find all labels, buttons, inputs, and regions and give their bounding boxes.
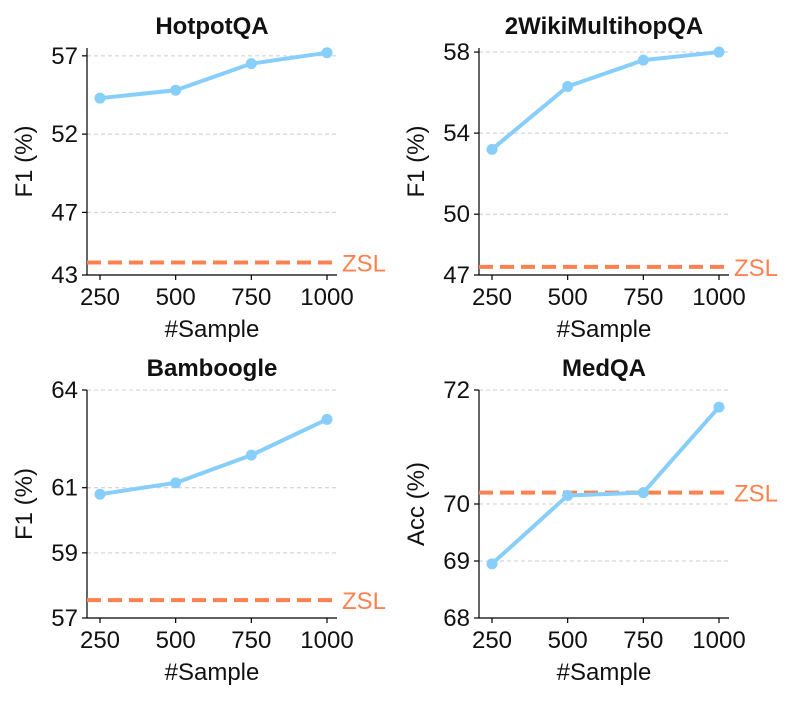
- y-tick-label: 57: [51, 605, 78, 632]
- data-point: [245, 449, 257, 461]
- data-point: [94, 488, 106, 500]
- data-point: [94, 92, 106, 104]
- chart-panel-3: 57 59 61 64 250 500 750 1000 #Sample F1 (%) Bamboo…: [11, 355, 386, 686]
- data-point: [562, 489, 574, 501]
- data-point: [713, 401, 725, 413]
- zsl-label: ZSL: [734, 255, 778, 282]
- x-axis-label: #Sample: [557, 316, 652, 343]
- x-tick-label: 750: [623, 284, 663, 311]
- data-point: [486, 558, 498, 570]
- series-line: [98, 50, 329, 101]
- data-point: [713, 46, 725, 58]
- chart-panel-2: 47 50 54 58 250 500 750 1000 #Sample F1 (%) 2WikiM…: [403, 13, 778, 343]
- chart-title: HotpotQA: [155, 13, 268, 40]
- chart-title: 2WikiMultihopQA: [505, 13, 703, 40]
- y-axis-label: Acc (%): [403, 462, 430, 546]
- x-axis-label: #Sample: [165, 659, 260, 686]
- y-axis-label: F1 (%): [11, 468, 38, 540]
- data-point: [170, 477, 182, 489]
- y-tick-label: 54: [443, 120, 470, 147]
- x-axis-label: #Sample: [165, 316, 260, 343]
- chart-title: Bamboogle: [147, 355, 278, 382]
- y-tick-label: 47: [51, 199, 78, 226]
- chart-panel-1: 43 47 52 57 250 500 750 1000 #Sample F1 (%) Hotpot…: [11, 13, 386, 343]
- y-axis-label: F1 (%): [11, 126, 38, 198]
- y-tick-label: 68: [443, 605, 470, 632]
- data-point: [637, 487, 649, 499]
- y-tick-label: 50: [443, 201, 470, 228]
- data-point: [321, 413, 333, 425]
- data-point: [562, 81, 574, 93]
- series-line: [98, 417, 329, 497]
- x-tick-label: 500: [156, 284, 196, 311]
- x-tick-label: 500: [156, 627, 196, 654]
- y-tick-label: 43: [51, 262, 78, 289]
- zsl-label: ZSL: [342, 250, 386, 277]
- x-tick-label: 750: [231, 627, 271, 654]
- data-point: [170, 84, 182, 96]
- y-tick-label: 47: [443, 262, 470, 289]
- data-point: [321, 47, 333, 59]
- x-tick-label: 500: [548, 284, 588, 311]
- y-tick-label: 70: [443, 491, 470, 518]
- x-tick-label: 250: [80, 627, 120, 654]
- x-axis-label: #Sample: [557, 659, 652, 686]
- x-tick-label: 250: [80, 284, 120, 311]
- series-line: [490, 50, 721, 152]
- y-axis-label: F1 (%): [403, 126, 430, 198]
- data-point: [245, 58, 257, 70]
- x-tick-label: 1000: [692, 627, 745, 654]
- x-tick-label: 250: [472, 627, 512, 654]
- y-tick-label: 61: [51, 475, 78, 502]
- y-tick-label: 59: [51, 540, 78, 567]
- y-tick-label: 58: [443, 39, 470, 66]
- data-point: [486, 143, 498, 155]
- series-line: [490, 405, 721, 566]
- x-tick-label: 1000: [692, 284, 745, 311]
- x-tick-label: 250: [472, 284, 512, 311]
- x-tick-label: 750: [623, 627, 663, 654]
- x-tick-label: 750: [231, 284, 271, 311]
- zsl-label: ZSL: [342, 588, 386, 615]
- chart-title: MedQA: [562, 355, 646, 382]
- y-tick-label: 57: [51, 43, 78, 70]
- y-tick-label: 69: [443, 548, 470, 575]
- y-tick-label: 72: [443, 377, 470, 404]
- x-tick-label: 1000: [300, 284, 353, 311]
- x-tick-label: 500: [548, 627, 588, 654]
- zsl-label: ZSL: [734, 481, 778, 508]
- y-tick-label: 52: [51, 121, 78, 148]
- chart-panel-4: 68 69 70 72 250 500 750 1000 #Sample Acc (%) MedQA…: [403, 355, 778, 686]
- x-tick-label: 1000: [300, 627, 353, 654]
- data-point: [637, 54, 649, 66]
- y-tick-label: 64: [51, 377, 78, 404]
